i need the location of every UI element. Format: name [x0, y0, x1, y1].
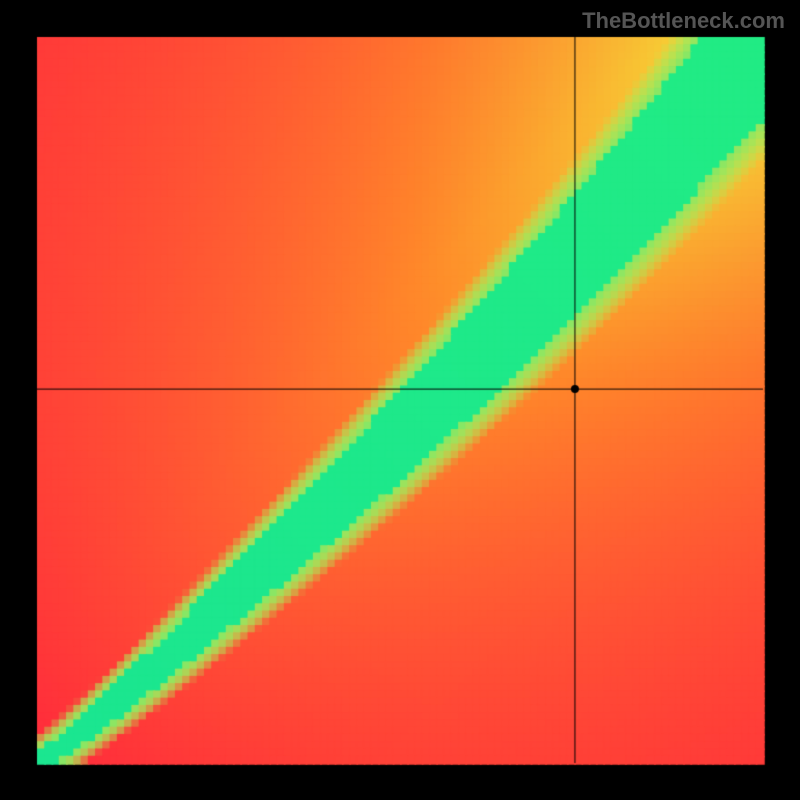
- bottleneck-heatmap: [0, 0, 800, 800]
- watermark-text: TheBottleneck.com: [582, 8, 785, 34]
- chart-container: TheBottleneck.com: [0, 0, 800, 800]
